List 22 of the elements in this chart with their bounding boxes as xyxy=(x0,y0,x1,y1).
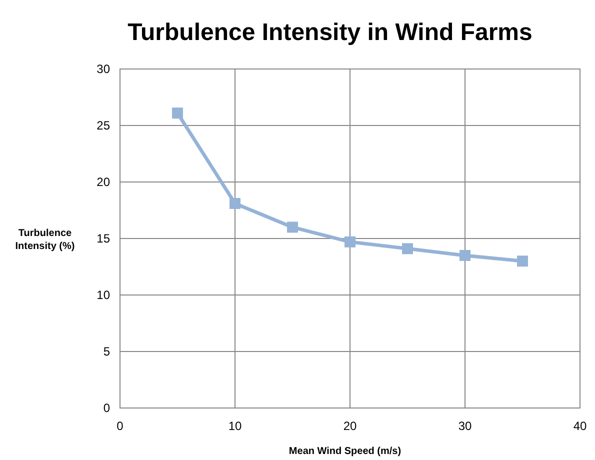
point xyxy=(230,198,240,209)
x-tick-label: 10 xyxy=(228,419,242,433)
point xyxy=(460,250,470,261)
y-tick-label: 15 xyxy=(96,232,110,246)
point xyxy=(517,256,528,267)
point xyxy=(402,243,413,254)
y-tick-label: 30 xyxy=(96,62,110,76)
point xyxy=(344,236,356,248)
point xyxy=(172,108,183,119)
x-tick-label: 20 xyxy=(343,419,357,433)
y-axis-title: Turbulence Intensity (%) xyxy=(15,228,75,252)
x-tick-label: 30 xyxy=(458,419,472,433)
point xyxy=(287,222,298,233)
y-tick-label: 25 xyxy=(96,118,110,132)
x-tick-label: 40 xyxy=(573,419,587,433)
x-axis-title: Mean Wind Speed (m/s) xyxy=(288,446,402,457)
y-tick-label: 20 xyxy=(96,175,110,189)
x-tick-label: 0 xyxy=(116,419,124,433)
y-tick-label: 5 xyxy=(103,344,110,358)
y-tick-label: 10 xyxy=(96,288,110,302)
chart-title: Turbulence Intensity in Wind Farms xyxy=(128,19,532,46)
y-tick-label: 0 xyxy=(103,401,110,415)
